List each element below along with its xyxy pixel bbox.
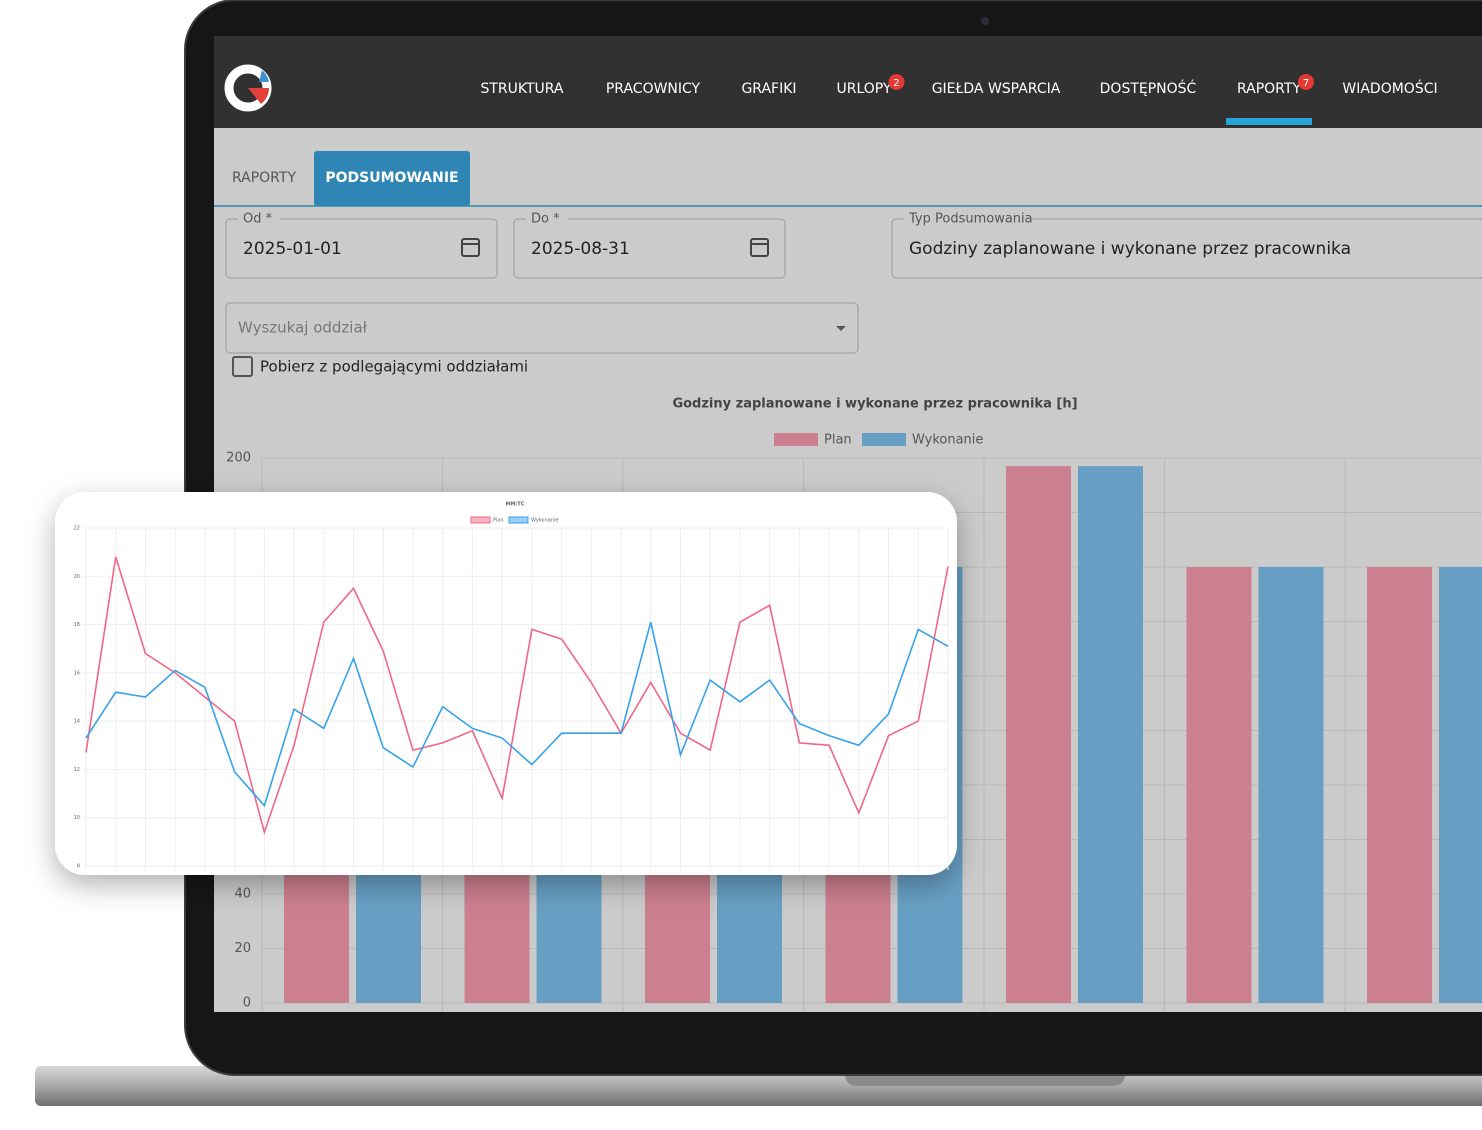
card [55, 492, 957, 875]
chart-title: Godziny zaplanowane i wykonane przez pra… [672, 397, 1077, 412]
chart-title: MM/TC [506, 502, 525, 508]
field-label: Od * [243, 212, 273, 227]
y-tick-label: 20 [234, 941, 251, 956]
y-tick-label: 22 [74, 526, 80, 532]
bar [1367, 567, 1432, 1003]
branch-search[interactable]: Wyszukaj oddział [225, 302, 859, 354]
badge [888, 74, 905, 90]
line-series [85, 556, 949, 835]
logo [224, 64, 272, 112]
badge [1298, 74, 1315, 90]
nav-item[interactable]: GIEŁDA WSPARCIA [932, 81, 1061, 97]
legend-label: Plan [824, 433, 852, 448]
nav-item[interactable]: RAPORTY [1237, 81, 1301, 97]
tab[interactable]: RAPORTY [232, 170, 296, 186]
nav-item[interactable]: GRAFIKI [741, 81, 796, 97]
field-value: 2025-08-31 [531, 239, 630, 259]
legend-swatch [774, 433, 818, 446]
bar [1439, 567, 1482, 1003]
y-tick-label: 40 [234, 887, 251, 902]
nav-item[interactable]: DOSTĘPNOŚĆ [1100, 79, 1197, 97]
legend-swatch [508, 516, 529, 524]
legend-swatch [470, 516, 491, 524]
y-tick-label: 200 [226, 451, 251, 466]
badge-count: 7 [1303, 78, 1309, 89]
y-tick-label: 20 [74, 574, 80, 580]
badge-count: 2 [893, 78, 899, 89]
field-label: Do * [531, 212, 560, 227]
tabs: RAPORTY PODSUMOWANIE [232, 151, 470, 206]
field-label: Typ Podsumowania [908, 212, 1033, 227]
bar [1186, 567, 1252, 1003]
field-value: 2025-01-01 [243, 239, 342, 259]
placeholder: Wyszukaj oddział [238, 319, 368, 337]
nav-bar [214, 36, 1482, 128]
date-from-field[interactable]: Od * 2025-01-01 [225, 212, 498, 279]
date-to-field[interactable]: Do * 2025-08-31 [513, 212, 786, 279]
line-series [85, 621, 949, 808]
nav-item[interactable]: STRUKTURA [480, 81, 563, 97]
y-tick-label: 14 [74, 719, 80, 725]
bar [1006, 466, 1071, 1003]
tab-active-bg [314, 151, 470, 206]
nav-item[interactable]: PRACOWNICY [606, 81, 701, 97]
legend-label: Wykonanie [531, 518, 558, 524]
overlay-card: MM/TC Plan Wykonanie 8 10 12 14 16 18 20 22 [55, 492, 957, 875]
legend-label: Plan [493, 518, 504, 524]
y-tick-label: 12 [74, 767, 80, 773]
camera [981, 17, 989, 25]
field-value: Godziny zaplanowane i wykonane przez pra… [909, 239, 1351, 259]
legend-swatch [862, 433, 906, 446]
nav-item[interactable]: URLOPY [837, 81, 892, 97]
y-tick-label: 8 [77, 864, 80, 870]
y-tick-label: 16 [74, 670, 80, 676]
checkbox-label: Pobierz z podlegającymi oddziałami [260, 358, 528, 376]
bar [1078, 466, 1143, 1003]
y-tick-label: 18 [74, 622, 80, 628]
include-sub-checkbox[interactable]: Pobierz z podlegającymi oddziałami [232, 356, 528, 377]
summary-type-field[interactable]: Typ Podsumowania Godziny zaplanowane i w… [891, 212, 1482, 279]
nav-active-indicator [1226, 118, 1312, 125]
y-tick-label: 10 [74, 815, 80, 821]
nav-item[interactable]: WIADOMOŚCI [1342, 79, 1437, 97]
bar [1258, 567, 1324, 1003]
y-tick-label: 0 [243, 996, 251, 1011]
legend-label: Wykonanie [912, 433, 983, 448]
line-chart: MM/TC Plan Wykonanie 8 10 12 14 16 18 20 22 [74, 502, 949, 870]
nav: STRUKTURA PRACOWNICY GRAFIKI URLOPY 2 GIEŁDA … [480, 74, 1438, 125]
tab[interactable]: PODSUMOWANIE [325, 170, 458, 186]
